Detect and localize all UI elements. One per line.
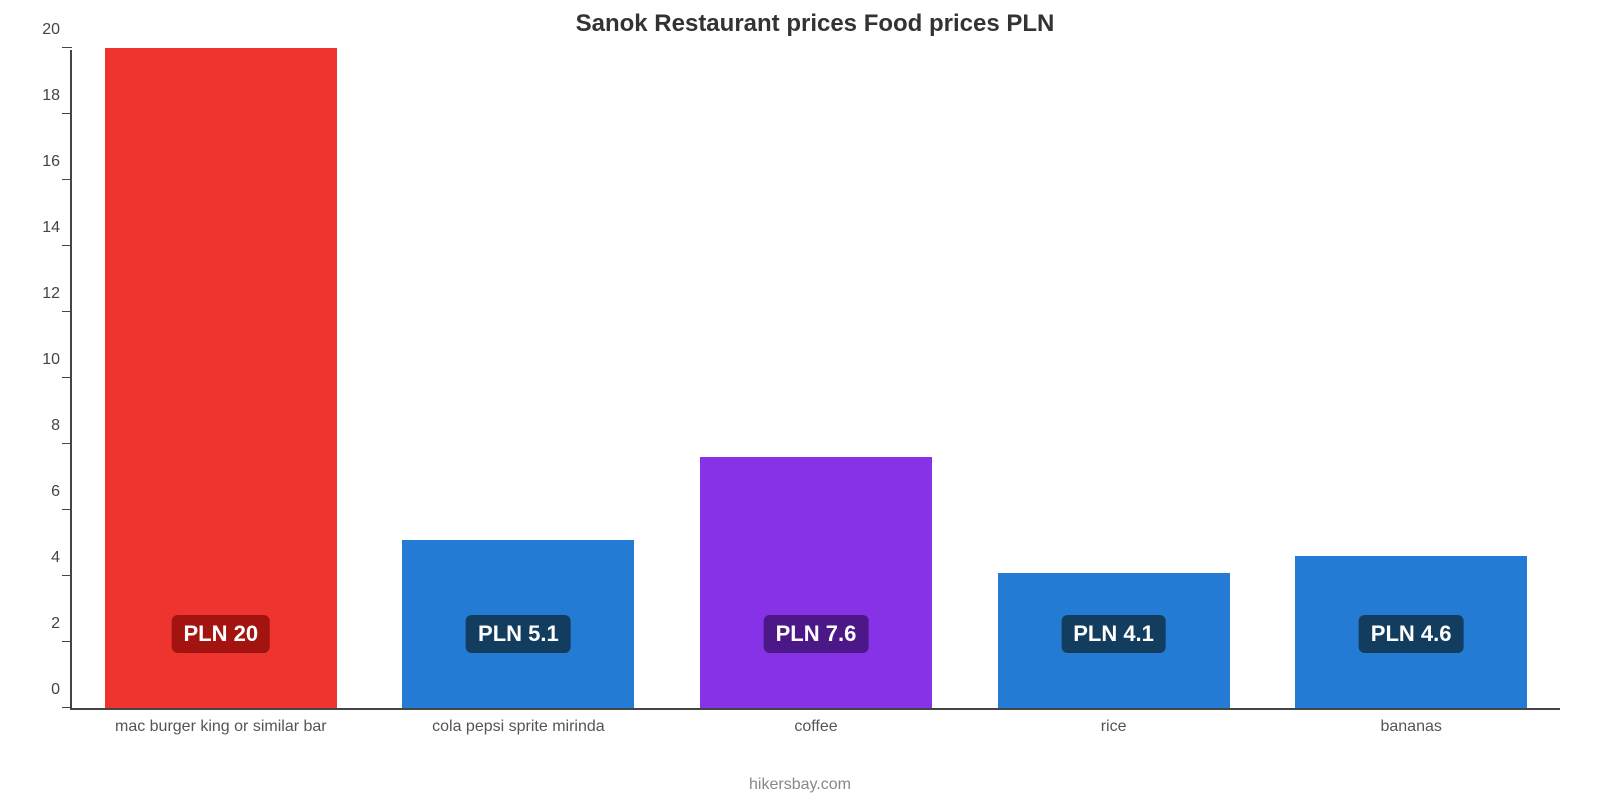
bar: PLN 5.1 <box>402 540 634 708</box>
y-tick-label: 18 <box>42 87 72 105</box>
y-tick <box>62 377 72 378</box>
source-label: hikersbay.com <box>0 776 1600 794</box>
value-badge: PLN 4.6 <box>1359 615 1464 653</box>
bar-slot: PLN 4.1 <box>965 50 1263 708</box>
y-tick-label: 12 <box>42 285 72 303</box>
y-tick-label: 20 <box>42 21 72 39</box>
bar: PLN 7.6 <box>700 457 932 708</box>
x-axis-labels: mac burger king or similar barcola pepsi… <box>72 718 1560 736</box>
y-tick <box>62 113 72 114</box>
y-tick <box>62 311 72 312</box>
y-tick-label: 6 <box>51 483 72 501</box>
x-axis-label: cola pepsi sprite mirinda <box>370 718 668 736</box>
bar-slot: PLN 7.6 <box>667 50 965 708</box>
y-tick <box>62 575 72 576</box>
bar-slot: PLN 5.1 <box>370 50 668 708</box>
chart-title: Sanok Restaurant prices Food prices PLN <box>70 10 1560 38</box>
y-tick <box>62 509 72 510</box>
chart-container: Sanok Restaurant prices Food prices PLN … <box>0 0 1600 800</box>
y-tick <box>62 443 72 444</box>
bar: PLN 20 <box>105 48 337 708</box>
plot-area: PLN 20PLN 5.1PLN 7.6PLN 4.1PLN 4.6 mac b… <box>70 50 1560 710</box>
y-tick-label: 14 <box>42 219 72 237</box>
y-tick-label: 2 <box>51 615 72 633</box>
value-badge: PLN 7.6 <box>764 615 869 653</box>
y-tick-label: 16 <box>42 153 72 171</box>
y-tick <box>62 641 72 642</box>
y-tick <box>62 47 72 48</box>
value-badge: PLN 4.1 <box>1061 615 1166 653</box>
y-tick <box>62 179 72 180</box>
bar-slot: PLN 20 <box>72 50 370 708</box>
bar-slot: PLN 4.6 <box>1262 50 1560 708</box>
y-tick <box>62 707 72 708</box>
y-tick <box>62 245 72 246</box>
bar: PLN 4.1 <box>998 573 1230 708</box>
y-tick-label: 4 <box>51 549 72 567</box>
x-axis-label: bananas <box>1262 718 1560 736</box>
y-tick-label: 0 <box>51 681 72 699</box>
value-badge: PLN 20 <box>171 615 270 653</box>
bars-layer: PLN 20 PLN 5.1 PLN 7.6 PLN 4.1 PLN 4.6 <box>72 50 1560 708</box>
y-tick-label: 8 <box>51 417 72 435</box>
value-badge: PLN 5.1 <box>466 615 571 653</box>
x-axis-label: rice <box>965 718 1263 736</box>
y-tick-label: 10 <box>42 351 72 369</box>
x-axis-label: mac burger king or similar bar <box>72 718 370 736</box>
x-axis-label: coffee <box>667 718 965 736</box>
bar: PLN 4.6 <box>1295 556 1527 708</box>
